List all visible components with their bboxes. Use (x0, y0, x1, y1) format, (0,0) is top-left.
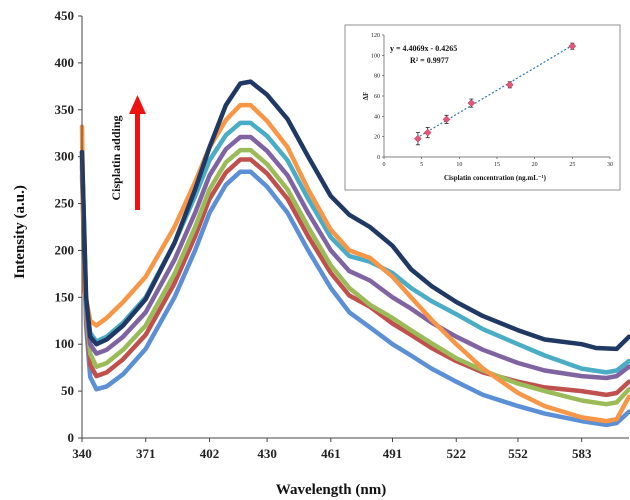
inset-y-tick-label: 20 (374, 135, 380, 141)
x-tick-label: 340 (72, 446, 92, 461)
spectrum-line-7 (79, 79, 630, 352)
inset-y-axis-title: ΔF (362, 92, 370, 101)
calibration-inset: 0 20 40 60 80 100 120 0 5 10 15 20 25 30 y = 4.4069x … (344, 24, 621, 191)
spectrum-line-6 (79, 102, 630, 424)
data-point-2 (423, 127, 432, 139)
inset-y-tick-label: 100 (371, 53, 380, 59)
diamond-marker (467, 99, 476, 107)
diamond-marker (568, 42, 577, 51)
diamond-marker (505, 80, 514, 89)
data-point-5 (505, 80, 514, 89)
y-tick-label: 200 (55, 242, 75, 257)
data-point-4 (467, 98, 476, 108)
x-tick-label: 430 (257, 446, 277, 461)
y-tick-label: 250 (55, 196, 75, 211)
y-tick-label: 150 (55, 289, 75, 304)
inset-y-tick-label: 0 (377, 155, 380, 161)
x-tick-label: 371 (136, 446, 156, 461)
y-tick-label: 350 (55, 102, 75, 117)
y-tick-label: 400 (55, 55, 75, 70)
spectrum-line-4 (79, 134, 630, 381)
x-tick-label: 522 (447, 446, 467, 461)
diamond-marker (423, 128, 432, 137)
x-tick-label: 583 (572, 446, 592, 461)
data-point-1 (414, 132, 422, 146)
x-tick-label: 552 (508, 446, 528, 461)
inset-x-tick-label: 20 (532, 162, 538, 168)
inset-x-tick-label: 25 (569, 162, 575, 168)
data-point-6 (568, 42, 577, 51)
x-tick-label: 491 (383, 446, 403, 461)
spectrum-line-3 (79, 147, 630, 407)
inset-x-axis-title: Cisplatin concentration (ng.mL⁻¹) (444, 174, 547, 182)
regression-equation: y = 4.4069x - 0.4265 (390, 44, 457, 53)
y-tick-label: 50 (61, 383, 74, 398)
spectrum-line-1 (79, 169, 630, 428)
inset-y-tick-label: 40 (374, 114, 380, 120)
inset-y-tick-label: 120 (371, 33, 380, 39)
inset-x-tick-label: 15 (494, 162, 500, 168)
diamond-marker (442, 115, 451, 124)
inset-x-tick-label: 30 (607, 162, 613, 168)
y-axis-title: Intensity (a.u.) (12, 185, 28, 279)
data-point-3 (442, 114, 451, 124)
y-tick-label: 300 (55, 149, 75, 164)
cisplatin-adding-label: Cisplatin adding (109, 115, 123, 200)
r-squared: R² = 0.9977 (410, 56, 449, 65)
y-tick-label: 100 (55, 336, 75, 351)
x-axis-title: Wavelength (nm) (276, 482, 386, 498)
inset-x-tick-label: 10 (456, 162, 462, 168)
inset-y-tick-label: 60 (374, 94, 380, 100)
y-tick-label: 0 (68, 430, 75, 445)
x-tick-label: 461 (321, 446, 341, 461)
x-tick-label: 402 (200, 446, 220, 461)
y-tick-label: 450 (55, 8, 75, 23)
inset-y-tick-label: 80 (374, 74, 380, 80)
diamond-marker (414, 134, 422, 143)
inset-x-tick-label: 0 (383, 162, 386, 168)
inset-x-tick-label: 5 (420, 162, 423, 168)
up-arrow-icon (129, 95, 146, 210)
